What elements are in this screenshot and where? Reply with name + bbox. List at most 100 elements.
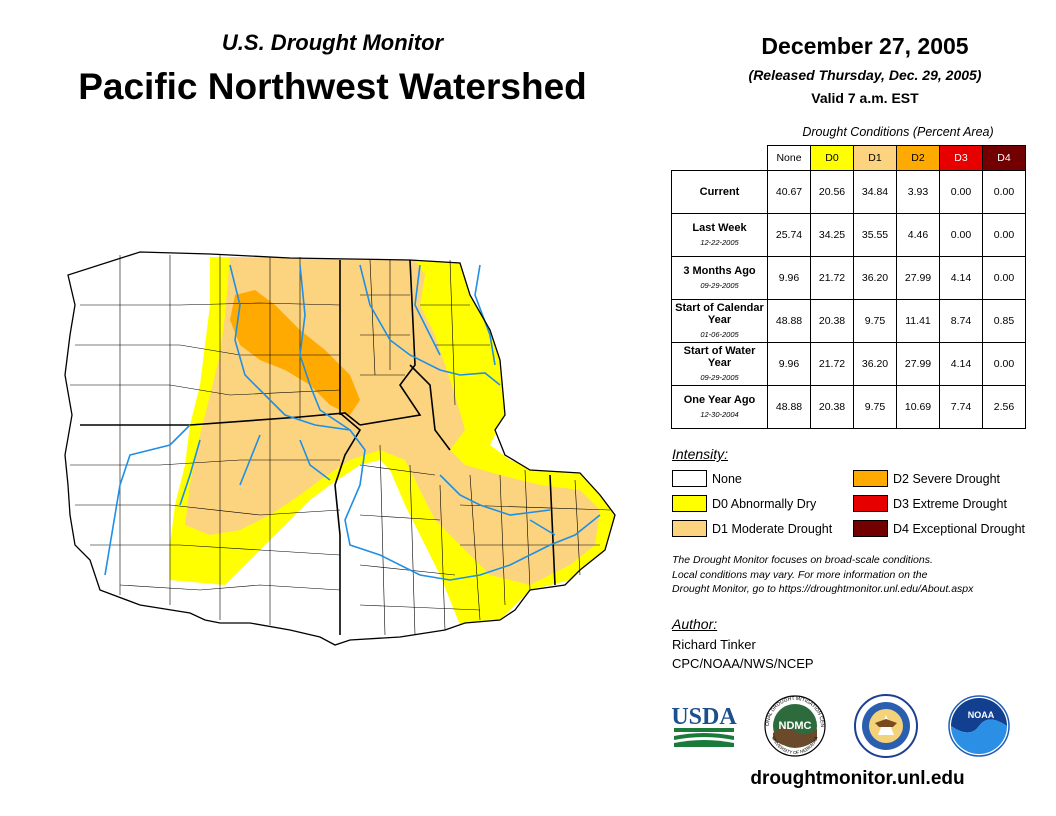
legend-column-right: D2 Severe Drought D3 Extreme Drought D4 … [853, 470, 1025, 537]
cell-value: 27.99 [896, 256, 940, 300]
column-header: D4 [982, 145, 1026, 171]
noaa-logo-text: NOAA [968, 710, 995, 720]
cell-value: 2.56 [982, 385, 1026, 429]
cell-value: 4.14 [939, 256, 983, 300]
legend-swatch-d4 [853, 520, 888, 537]
legend-item-d0: D0 Abnormally Dry [672, 495, 832, 512]
cell-value: 10.69 [896, 385, 940, 429]
usda-logo-text: USDA [671, 704, 737, 730]
disclaimer-note: The Drought Monitor focuses on broad-sca… [672, 553, 1042, 597]
cell-value: 8.74 [939, 299, 983, 343]
cell-value: 20.38 [810, 299, 854, 343]
cell-value: 9.96 [767, 256, 811, 300]
author-title: Author: [672, 616, 718, 632]
legend-item-d4: D4 Exceptional Drought [853, 520, 1025, 537]
legend-swatch-d3 [853, 495, 888, 512]
table-row: 3 Months Ago 09-29-2005 9.96 21.72 36.20 27.9… [671, 256, 1026, 300]
cell-value: 4.14 [939, 342, 983, 386]
legend-label: None [712, 471, 742, 486]
column-header: D2 [896, 145, 940, 171]
column-header: D3 [939, 145, 983, 171]
county-boundaries [70, 255, 611, 636]
cell-value: 9.75 [853, 299, 897, 343]
ndmc-logo-text: NDMC [779, 720, 812, 732]
region-d2 [230, 290, 360, 415]
note-line: Drought Monitor, go to https://droughtmo… [672, 583, 974, 595]
cell-value: 0.00 [982, 213, 1026, 257]
valid-time: Valid 7 a.m. EST [811, 90, 919, 106]
legend-label: D2 Severe Drought [893, 471, 1001, 486]
cell-value: 0.00 [982, 170, 1026, 214]
table-row: Start of Water Year 09-29-2005 9.96 21.72 36… [671, 342, 1026, 386]
cell-value: 0.85 [982, 299, 1026, 343]
legend-item-d2: D2 Severe Drought [853, 470, 1025, 487]
legend-swatch-d0 [672, 495, 707, 512]
cell-value: 25.74 [767, 213, 811, 257]
table-corner [672, 146, 768, 171]
legend-item-d3: D3 Extreme Drought [853, 495, 1025, 512]
table-row: Last Week 12-22-2005 25.74 34.25 35.55 4.46 0.… [671, 213, 1026, 257]
legend-swatch-d2 [853, 470, 888, 487]
noaa-logo: NOAA [948, 695, 1010, 757]
legend-column-left: None D0 Abnormally Dry D1 Moderate Droug… [672, 470, 832, 537]
author-name: Richard Tinker [672, 637, 756, 652]
table-caption: Drought Conditions (Percent Area) [802, 125, 994, 139]
rivers [104, 264, 601, 581]
row-label: One Year Ago 12-30-2004 [671, 385, 768, 429]
row-label-text: Start of Calendar Year [675, 301, 764, 326]
table-row: Current 40.67 20.56 34.84 3.93 0.00 0.00 [671, 170, 1026, 214]
region-outline [64, 251, 616, 646]
column-header: D1 [853, 145, 897, 171]
cell-value: 20.56 [810, 170, 854, 214]
cell-value: 21.72 [810, 256, 854, 300]
cell-value: 36.20 [853, 342, 897, 386]
legend-item-none: None [672, 470, 832, 487]
legend-swatch-none [672, 470, 707, 487]
cell-value: 3.93 [896, 170, 940, 214]
cell-value: 4.46 [896, 213, 940, 257]
row-date: 09-29-2005 [700, 372, 739, 382]
cell-value: 0.00 [939, 170, 983, 214]
drought-conditions-table: None D0 D1 D2 D3 D4 Current 40.67 20.56 34.84 3.93… [671, 145, 1026, 429]
column-header: None [767, 145, 811, 171]
row-label-text: 3 Months Ago [683, 264, 756, 277]
cell-value: 48.88 [767, 385, 811, 429]
row-label-text: One Year Ago [683, 393, 756, 406]
legend-title: Intensity: [672, 446, 729, 462]
row-label-text: Last Week [692, 221, 747, 234]
row-label: Last Week 12-22-2005 [671, 213, 768, 257]
cell-value: 35.55 [853, 213, 897, 257]
table-header-row: None D0 D1 D2 D3 D4 [672, 145, 1026, 171]
cell-value: 9.96 [767, 342, 811, 386]
cell-value: 0.00 [982, 342, 1026, 386]
website-url[interactable]: droughtmonitor.unl.edu [750, 768, 965, 789]
drought-map [64, 251, 616, 646]
cell-value: 0.00 [982, 256, 1026, 300]
row-date: 09-29-2005 [700, 280, 739, 290]
cell-value: 48.88 [767, 299, 811, 343]
ndmc-logo: NATIONAL DROUGHT MITIGATION CENTER UNIVE… [760, 695, 826, 757]
cell-value: 34.25 [810, 213, 854, 257]
legend-item-d1: D1 Moderate Drought [672, 520, 832, 537]
row-label: 3 Months Ago 09-29-2005 [671, 256, 768, 300]
column-header: D0 [810, 145, 854, 171]
row-date: 12-30-2004 [700, 409, 739, 419]
cell-value: 7.74 [939, 385, 983, 429]
legend-label: D0 Abnormally Dry [712, 496, 817, 511]
cell-value: 34.84 [853, 170, 897, 214]
usda-logo: USDA [671, 704, 737, 747]
commerce-seal-logo [854, 694, 918, 758]
row-label-text: Current [699, 186, 740, 198]
cell-value: 9.75 [853, 385, 897, 429]
cell-value: 36.20 [853, 256, 897, 300]
cell-value: 27.99 [896, 342, 940, 386]
cell-value: 0.00 [939, 213, 983, 257]
note-line: Local conditions may vary. For more info… [672, 568, 928, 581]
release-date: (Released Thursday, Dec. 29, 2005) [748, 67, 982, 83]
legend-label: D1 Moderate Drought [712, 521, 833, 536]
row-label: Start of Calendar Year 01-06-2005 [671, 299, 768, 343]
cell-value: 11.41 [896, 299, 940, 343]
row-label-text: Start of Water Year [683, 344, 756, 369]
table-row: One Year Ago 12-30-2004 48.88 20.38 9.75 10.6… [671, 385, 1026, 429]
legend-swatch-d1 [672, 520, 707, 537]
